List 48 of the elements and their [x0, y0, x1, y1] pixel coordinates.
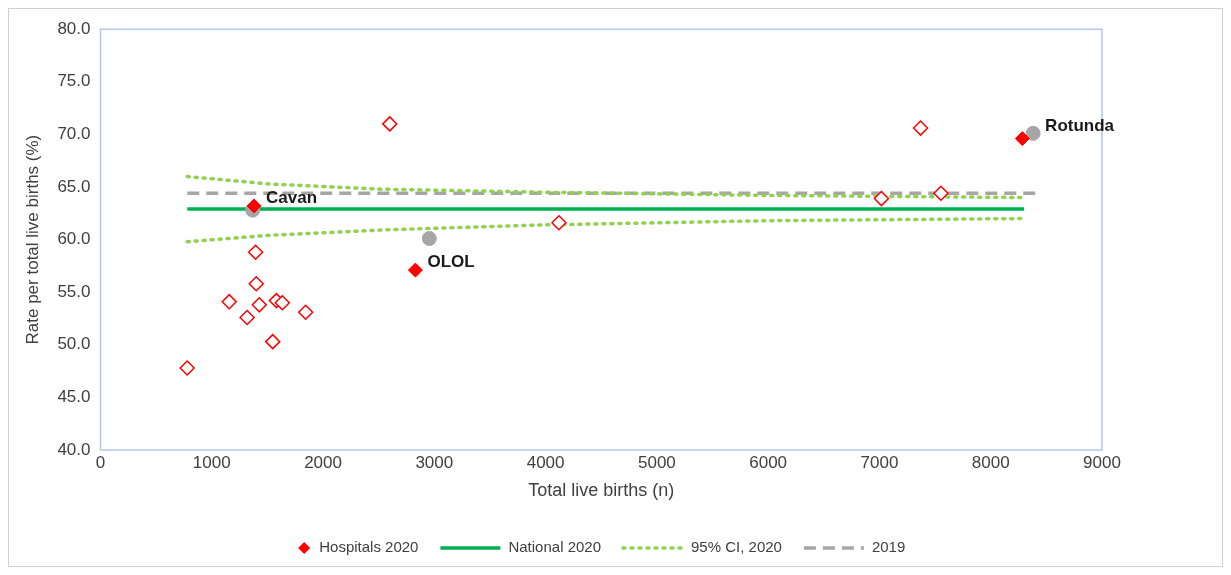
point: [297, 304, 314, 320]
y-axis-title: Rate per total live births (%): [22, 134, 42, 345]
y-tick-label: 50.0: [57, 334, 91, 354]
x-tick-label: 5000: [637, 452, 676, 472]
point: [248, 276, 265, 292]
x-tick-label: 2000: [304, 452, 342, 472]
point: [1025, 125, 1041, 141]
y-tick-label: 60.0: [57, 229, 91, 249]
point: [933, 185, 949, 202]
legend-label: 95% CI, 2020: [691, 538, 782, 556]
point: [407, 262, 423, 278]
x-tick-label: 6000: [749, 452, 788, 472]
line-series: [185, 216, 1026, 244]
x-tick-label: 4000: [526, 452, 565, 472]
point: [265, 333, 281, 350]
y-tick-label: 80.0: [57, 18, 91, 38]
point: [382, 116, 398, 132]
point: [421, 231, 437, 247]
x-tick-label: 9000: [1083, 452, 1121, 472]
point: [274, 294, 291, 311]
point: [1014, 131, 1030, 147]
point: [179, 360, 195, 376]
y-tick-label: 70.0: [57, 124, 91, 144]
y-tick-label: 75.0: [57, 71, 91, 91]
point: [251, 297, 268, 313]
annotation: Cavan: [266, 188, 318, 208]
point: [221, 293, 237, 310]
point: [551, 215, 567, 231]
y-tick-label: 65.0: [57, 176, 91, 196]
x-tick-label: 7000: [860, 452, 899, 472]
point: [912, 120, 929, 136]
x-tick-label: 1000: [192, 452, 231, 472]
x-tick-label: 3000: [415, 452, 454, 472]
point: [246, 198, 262, 214]
x-axis-title: Total live births (n): [528, 480, 675, 501]
point: [873, 190, 890, 207]
y-tick-label: 40.0: [57, 439, 91, 459]
y-tick-label: 45.0: [57, 387, 91, 407]
point: [247, 244, 264, 260]
legend-label: Hospitals 2020: [319, 538, 419, 556]
point: [239, 309, 255, 326]
y-tick-label: 55.0: [57, 281, 91, 301]
legend-label: 2019: [871, 538, 906, 556]
x-tick-label: 0: [95, 452, 106, 472]
x-tick-label: 8000: [971, 452, 1010, 472]
legend-label: National 2020: [508, 538, 602, 556]
annotation: Rotunda: [1045, 115, 1115, 135]
annotation: OLOL: [427, 252, 475, 272]
